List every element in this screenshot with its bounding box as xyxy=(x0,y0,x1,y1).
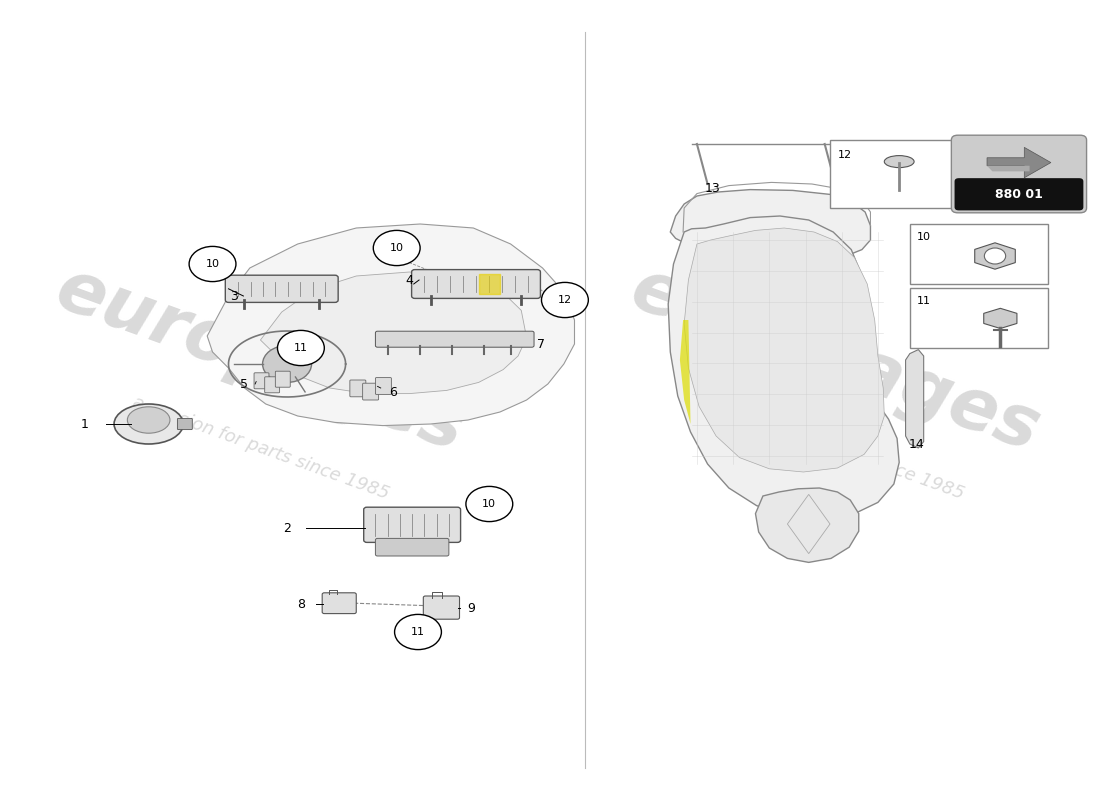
Ellipse shape xyxy=(128,406,169,434)
FancyBboxPatch shape xyxy=(363,383,378,400)
Text: 3: 3 xyxy=(230,290,238,302)
FancyBboxPatch shape xyxy=(322,593,356,614)
Circle shape xyxy=(395,614,441,650)
Circle shape xyxy=(984,248,1005,264)
Circle shape xyxy=(277,330,324,366)
Text: 9: 9 xyxy=(468,602,475,614)
Text: europages: europages xyxy=(46,254,474,466)
Polygon shape xyxy=(684,228,884,472)
Polygon shape xyxy=(987,166,1030,171)
Text: 11: 11 xyxy=(294,343,308,353)
Text: 1: 1 xyxy=(80,418,89,430)
Text: 14: 14 xyxy=(909,438,924,450)
FancyBboxPatch shape xyxy=(265,377,279,393)
Polygon shape xyxy=(756,488,859,562)
Text: 11: 11 xyxy=(411,627,425,637)
Text: 12: 12 xyxy=(837,150,851,160)
FancyBboxPatch shape xyxy=(275,371,290,387)
Circle shape xyxy=(466,486,513,522)
Polygon shape xyxy=(975,242,1015,269)
Circle shape xyxy=(263,346,311,382)
Text: 2: 2 xyxy=(283,522,292,534)
Text: 10: 10 xyxy=(482,499,496,509)
Circle shape xyxy=(373,230,420,266)
FancyBboxPatch shape xyxy=(350,380,366,397)
Text: a passion for parts since 1985: a passion for parts since 1985 xyxy=(130,393,392,503)
Text: 10: 10 xyxy=(206,259,220,269)
Text: 4: 4 xyxy=(406,274,414,286)
FancyBboxPatch shape xyxy=(910,224,1048,284)
FancyBboxPatch shape xyxy=(254,373,270,389)
Text: 10: 10 xyxy=(389,243,404,253)
Polygon shape xyxy=(905,350,924,448)
Circle shape xyxy=(189,246,236,282)
Text: 7: 7 xyxy=(538,338,546,350)
Polygon shape xyxy=(207,224,574,426)
Text: 6: 6 xyxy=(389,386,397,398)
FancyBboxPatch shape xyxy=(424,596,460,619)
Text: 10: 10 xyxy=(917,232,932,242)
FancyBboxPatch shape xyxy=(375,538,449,556)
Text: 880 01: 880 01 xyxy=(996,188,1043,202)
Ellipse shape xyxy=(114,404,184,444)
Text: 5: 5 xyxy=(241,378,249,390)
Polygon shape xyxy=(261,272,527,394)
FancyBboxPatch shape xyxy=(910,288,1048,348)
FancyBboxPatch shape xyxy=(830,140,953,208)
Polygon shape xyxy=(670,190,870,262)
Text: 8: 8 xyxy=(297,598,305,610)
Text: 12: 12 xyxy=(558,295,572,305)
FancyBboxPatch shape xyxy=(375,331,534,347)
Polygon shape xyxy=(983,308,1016,329)
Text: europages: europages xyxy=(621,254,1049,466)
Ellipse shape xyxy=(884,155,914,167)
FancyBboxPatch shape xyxy=(375,378,392,394)
Text: 11: 11 xyxy=(917,296,932,306)
Polygon shape xyxy=(987,147,1050,178)
FancyBboxPatch shape xyxy=(955,178,1084,210)
FancyBboxPatch shape xyxy=(411,270,540,298)
FancyBboxPatch shape xyxy=(364,507,461,542)
FancyBboxPatch shape xyxy=(226,275,338,302)
Text: a passion for parts since 1985: a passion for parts since 1985 xyxy=(704,393,966,503)
Polygon shape xyxy=(680,320,691,424)
Text: 13: 13 xyxy=(705,182,720,194)
Polygon shape xyxy=(668,216,899,520)
FancyBboxPatch shape xyxy=(177,418,192,430)
Circle shape xyxy=(541,282,589,318)
FancyBboxPatch shape xyxy=(952,135,1087,213)
